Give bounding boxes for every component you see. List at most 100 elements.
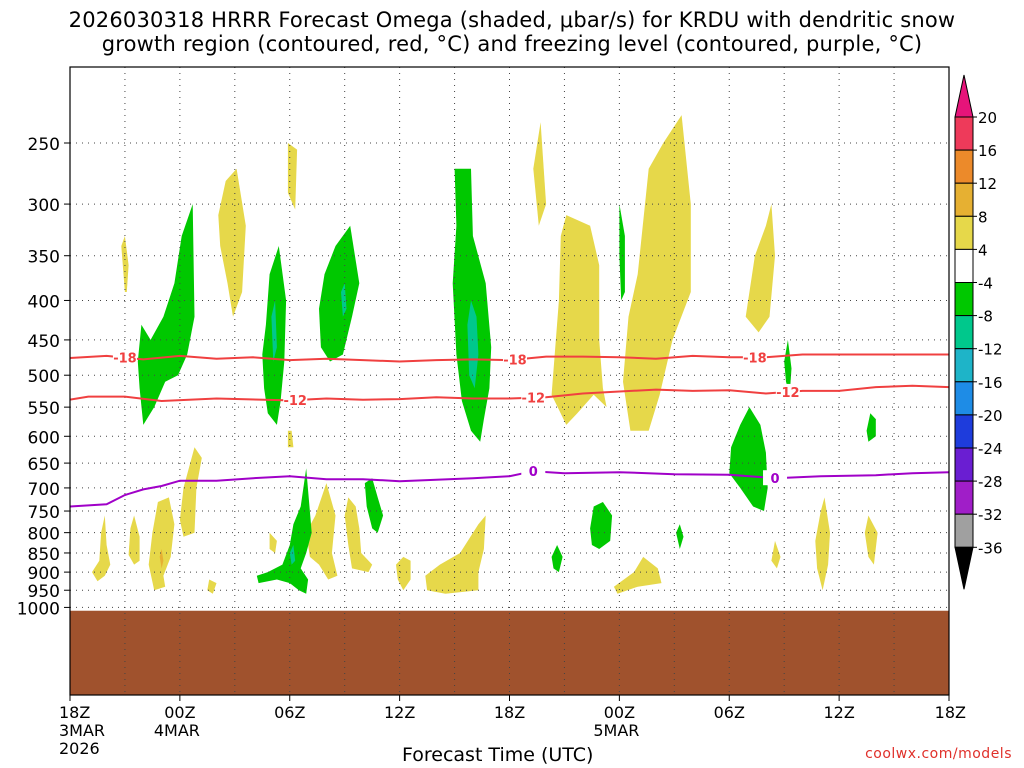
omega-region <box>619 204 625 301</box>
y-tick-label: 350 <box>28 248 60 268</box>
colorbar-segment <box>954 315 974 350</box>
omega-region <box>269 532 277 553</box>
omega-region <box>864 515 878 565</box>
omega-region <box>784 339 792 395</box>
omega-region <box>179 447 202 537</box>
x-tick-date-label: 4MAR <box>154 721 200 740</box>
omega-region <box>676 524 684 549</box>
colorbar-label: -12 <box>978 341 1003 359</box>
contour-label: -18 <box>503 354 527 369</box>
omega-region <box>121 236 129 292</box>
y-tick-label: 650 <box>28 455 60 475</box>
colorbar-segment <box>954 215 974 250</box>
colorbar-segment <box>954 149 974 184</box>
credit-link[interactable]: coolwx.com/models <box>865 746 1012 762</box>
omega-region <box>256 468 312 594</box>
omega-region <box>364 478 384 533</box>
contour-label: -18 <box>113 352 137 367</box>
omega-region <box>551 545 563 573</box>
contour-label: -12 <box>776 386 800 401</box>
colorbar-label: -28 <box>978 473 1003 491</box>
omega-region <box>729 407 768 511</box>
x-tick-label: 00Z <box>164 703 195 722</box>
omega-region <box>551 215 607 425</box>
colorbar-segment <box>954 447 974 482</box>
omega-region <box>341 283 347 317</box>
omega-region <box>148 497 175 591</box>
contour-label-bg <box>502 351 527 367</box>
x-tick-label: 00Z <box>604 703 635 722</box>
colorbar-top-cap <box>954 74 974 118</box>
omega-region <box>623 115 691 431</box>
colorbar-bottom-cap <box>954 546 974 590</box>
omega-region <box>92 515 111 582</box>
contour-labels-layer: -18 -18 -18 -12 -12 -12 0 0 <box>112 349 800 487</box>
contour-label-bg <box>283 392 308 408</box>
y-tick-label: 450 <box>28 332 60 352</box>
y-tick-label: 800 <box>28 525 60 545</box>
colorbar-segment <box>954 282 974 317</box>
y-tick-label: 550 <box>28 399 60 419</box>
x-tick-label: 06Z <box>274 703 305 722</box>
omega-region <box>137 204 195 425</box>
y-tick-label: 1000 <box>17 599 60 619</box>
colorbar-label: 16 <box>978 142 997 160</box>
colorbar-label: -16 <box>978 374 1003 392</box>
omega-region <box>306 483 338 580</box>
x-tick-label: 18Z <box>935 703 966 722</box>
y-tick-label: 300 <box>28 196 60 216</box>
chart-title: 2026030318 HRRR Forecast Omega (shaded, … <box>0 8 1024 56</box>
omega-region <box>207 579 217 594</box>
plot-frame <box>69 66 950 696</box>
y-tick-label: 850 <box>28 545 60 565</box>
grid-layer <box>69 67 950 695</box>
chart-title-line-1: 2026030318 HRRR Forecast Omega (shaded, … <box>68 8 956 32</box>
x-tick-date-label: 5MAR <box>593 721 639 740</box>
colorbar-label: -8 <box>978 308 993 326</box>
contour-label: -12 <box>522 392 546 407</box>
contour-label: 0 <box>529 465 538 480</box>
colorbar-label: 8 <box>978 208 988 226</box>
colorbar-label: -20 <box>978 407 1003 425</box>
omega-region <box>396 556 411 591</box>
omega-region <box>271 300 277 362</box>
contour-label: 0 <box>771 472 780 487</box>
omega-region <box>289 545 296 565</box>
omega-region <box>745 204 775 333</box>
colorbar-label: -4 <box>978 275 993 293</box>
chart-title-line-2: growth region (contoured, red, °C) and f… <box>101 32 923 56</box>
omega-region <box>866 413 876 442</box>
contour-label: -18 <box>743 351 767 366</box>
x-axis-label: Forecast Time (UTC) <box>402 744 594 766</box>
omega-region <box>425 515 486 594</box>
colorbar-label: -24 <box>978 440 1003 458</box>
x-tick-year-label: 2026 <box>59 739 100 758</box>
colorbar-segment <box>954 248 974 283</box>
omega-region <box>771 540 781 569</box>
contour-layer <box>70 353 949 508</box>
colorbar-segment <box>954 513 974 548</box>
colorbar-segment <box>954 414 974 449</box>
y-tick-label: 700 <box>28 480 60 500</box>
y-tick-label: 250 <box>28 135 60 155</box>
x-tick-label: 18Z <box>59 703 90 722</box>
isotherm-line <box>70 470 949 508</box>
omega-region <box>815 497 830 591</box>
colorbar-label: -36 <box>978 539 1003 557</box>
colorbar-label: 12 <box>978 175 997 193</box>
x-tick-label: 06Z <box>714 703 745 722</box>
colorbar-segment <box>954 480 974 515</box>
contour-label-bg <box>521 463 546 479</box>
y-axis-ticks: 2503003504004505005506006507007508008509… <box>17 135 70 619</box>
y-tick-label: 500 <box>28 367 60 387</box>
omega-region <box>218 168 246 317</box>
y-tick-label: 900 <box>28 564 60 584</box>
isotherm-line <box>70 384 949 403</box>
colorbar-label: 4 <box>978 241 988 259</box>
terrain-layer <box>70 610 949 695</box>
omega-region <box>159 549 164 569</box>
omega-region <box>533 122 547 226</box>
y-tick-label: 600 <box>28 428 60 448</box>
x-tick-date-label: 3MAR <box>59 721 105 740</box>
